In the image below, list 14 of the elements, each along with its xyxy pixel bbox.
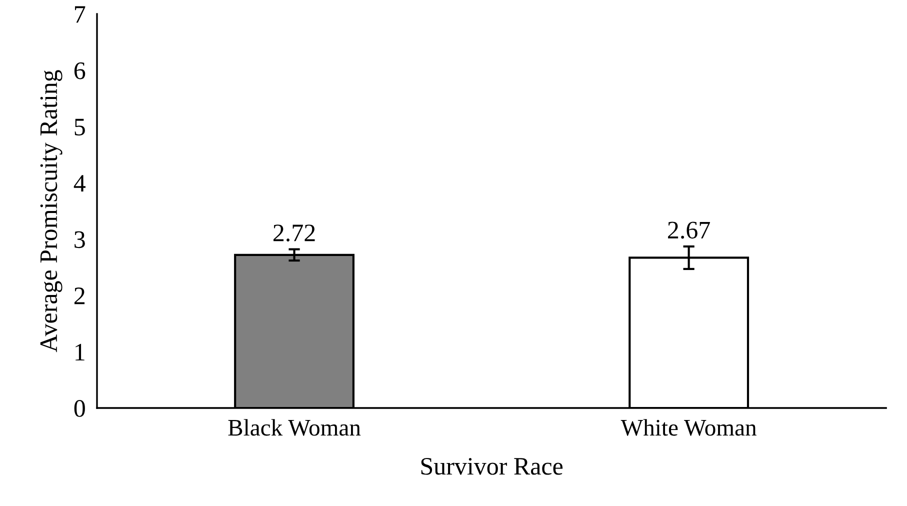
y-tick-label: 3 xyxy=(74,231,85,248)
x-tick-label: White Woman xyxy=(620,419,756,436)
data-label: 2.72 xyxy=(273,224,315,242)
y-tick-label: 6 xyxy=(74,62,86,80)
x-axis-title: Survivor Race xyxy=(421,458,563,475)
y-tick-label: 0 xyxy=(74,400,85,417)
y-tick-label: 4 xyxy=(74,175,86,192)
y-tick-label: 1 xyxy=(76,344,84,360)
y-tick-label: 5 xyxy=(74,118,85,136)
y-tick-label: 2 xyxy=(74,288,85,304)
data-label: 2.67 xyxy=(668,222,710,239)
y-axis-title: Average Promiscuity Rating xyxy=(40,70,62,352)
x-tick-label: Black Woman xyxy=(228,419,361,436)
y-tick-label: 7 xyxy=(75,6,86,23)
